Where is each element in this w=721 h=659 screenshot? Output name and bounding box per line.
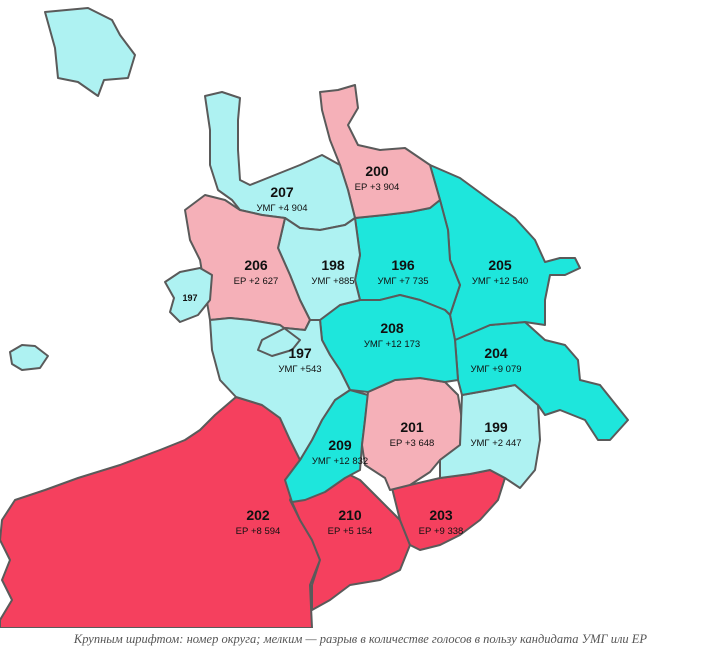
district-map: 200 ЕР +3 904 207 УМГ +4 904 206 ЕР +2 6… xyxy=(0,7,629,628)
district-number: 208 xyxy=(380,320,404,336)
district-margin: УМГ +885 xyxy=(311,276,354,287)
district-207-zelenograd xyxy=(44,7,136,97)
district-margin: УМГ +9 079 xyxy=(470,364,521,375)
district-margin: ЕР +3 904 xyxy=(355,182,400,193)
district-number: 199 xyxy=(484,419,508,435)
district-margin: УМГ +12 832 xyxy=(312,456,368,467)
district-number: 210 xyxy=(338,507,362,523)
district-number: 205 xyxy=(488,257,512,273)
district-number: 204 xyxy=(484,345,508,361)
district-number: 201 xyxy=(400,419,424,435)
district-207[interactable] xyxy=(204,91,356,231)
district-number: 206 xyxy=(244,257,268,273)
district-210[interactable] xyxy=(291,469,411,611)
district-margin: УМГ +4 904 xyxy=(256,203,307,214)
district-197[interactable] xyxy=(209,317,351,461)
district-number: 196 xyxy=(391,257,415,273)
district-number: 207 xyxy=(270,184,294,200)
district-margin: ЕР +3 648 xyxy=(390,438,435,449)
district-204[interactable] xyxy=(454,321,629,441)
exclave-number: 197 xyxy=(182,293,197,303)
district-margin: ЕР +9 338 xyxy=(419,526,464,537)
district-margin: ЕР +8 594 xyxy=(236,526,281,537)
district-margin: УМГ +2 447 xyxy=(470,438,521,449)
district-number: 198 xyxy=(321,257,345,273)
district-number: 203 xyxy=(429,507,453,523)
district-number: 202 xyxy=(246,507,270,523)
district-margin: УМГ +543 xyxy=(278,364,321,375)
district-number: 209 xyxy=(328,437,352,453)
district-margin: ЕР +2 627 xyxy=(234,276,279,287)
map-caption: Крупным шрифтом: номер округа; мелким — … xyxy=(73,632,648,646)
district-margin: УМГ +12 173 xyxy=(364,339,420,350)
western-exclave xyxy=(9,344,49,371)
district-margin: УМГ +7 735 xyxy=(377,276,428,287)
district-202[interactable] xyxy=(0,396,321,628)
district-number: 197 xyxy=(288,345,312,361)
district-margin: ЕР +5 154 xyxy=(328,526,373,537)
district-margin: УМГ +12 540 xyxy=(472,276,528,287)
district-205[interactable] xyxy=(429,164,581,341)
district-number: 200 xyxy=(365,163,389,179)
district-197-exclave[interactable] xyxy=(164,267,213,323)
